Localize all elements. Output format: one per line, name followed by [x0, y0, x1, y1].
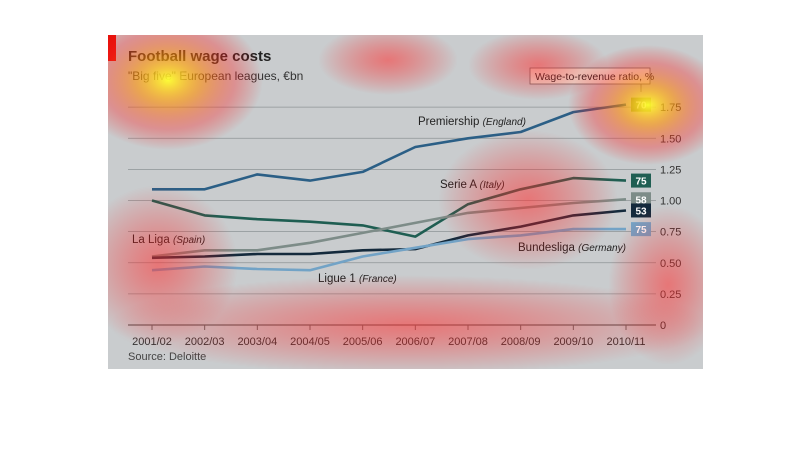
x-tick-label: 2002/03	[185, 336, 225, 348]
series-label: Ligue 1 (France)	[318, 273, 397, 285]
x-tick-label: 2006/07	[395, 336, 435, 348]
y-tick-label: 1.75	[660, 102, 681, 114]
x-tick-label: 2009/10	[553, 336, 593, 348]
chart-svg: 0 0.25 0.50 0.75 1.00 1.25 1.50 1.75 2001/02 2002…	[128, 67, 681, 348]
y-tick-label: 1.25	[660, 164, 681, 176]
series-label: Bundesliga (Germany)	[518, 242, 626, 254]
series-label: La Liga (Spain)	[132, 234, 205, 246]
series-label: Serie A (Italy)	[440, 179, 505, 191]
ratio-badge-value: 53	[635, 206, 647, 217]
x-tick-label: 2007/08	[448, 336, 488, 348]
y-tick-label: 1.00	[660, 196, 681, 208]
y-tick-label: 0.50	[660, 258, 681, 270]
y-tick-label: 0.25	[660, 289, 681, 301]
chart-panel: Football wage costs "Big five" European …	[108, 35, 703, 369]
chart-source: Source: Deloitte	[128, 351, 207, 363]
series-label: Premiership (England)	[418, 116, 526, 128]
x-tick-label: 2001/02	[132, 336, 172, 348]
x-tick-label: 2005/06	[343, 336, 383, 348]
ratio-badge-value: 58	[635, 195, 647, 206]
ratio-header-label: Wage-to-revenue ratio, %	[535, 71, 654, 83]
ratio-badge	[631, 192, 651, 207]
x-tick-label: 2003/04	[237, 336, 277, 348]
ratio-badge-value: 75	[635, 177, 647, 188]
y-tick-label: 0.75	[660, 227, 681, 239]
x-tick-label: 2004/05	[290, 336, 330, 348]
x-tick-label: 2010/11	[607, 336, 646, 348]
ratio-badge	[631, 173, 651, 188]
y-tick-label: 1.50	[660, 133, 681, 145]
x-tick-label: 2008/09	[501, 336, 541, 348]
y-tick-label: 0	[660, 320, 666, 332]
series-line	[152, 103, 627, 191]
ratio-badge-value: 75	[635, 225, 647, 236]
ratio-badge-value: 70	[635, 101, 647, 112]
